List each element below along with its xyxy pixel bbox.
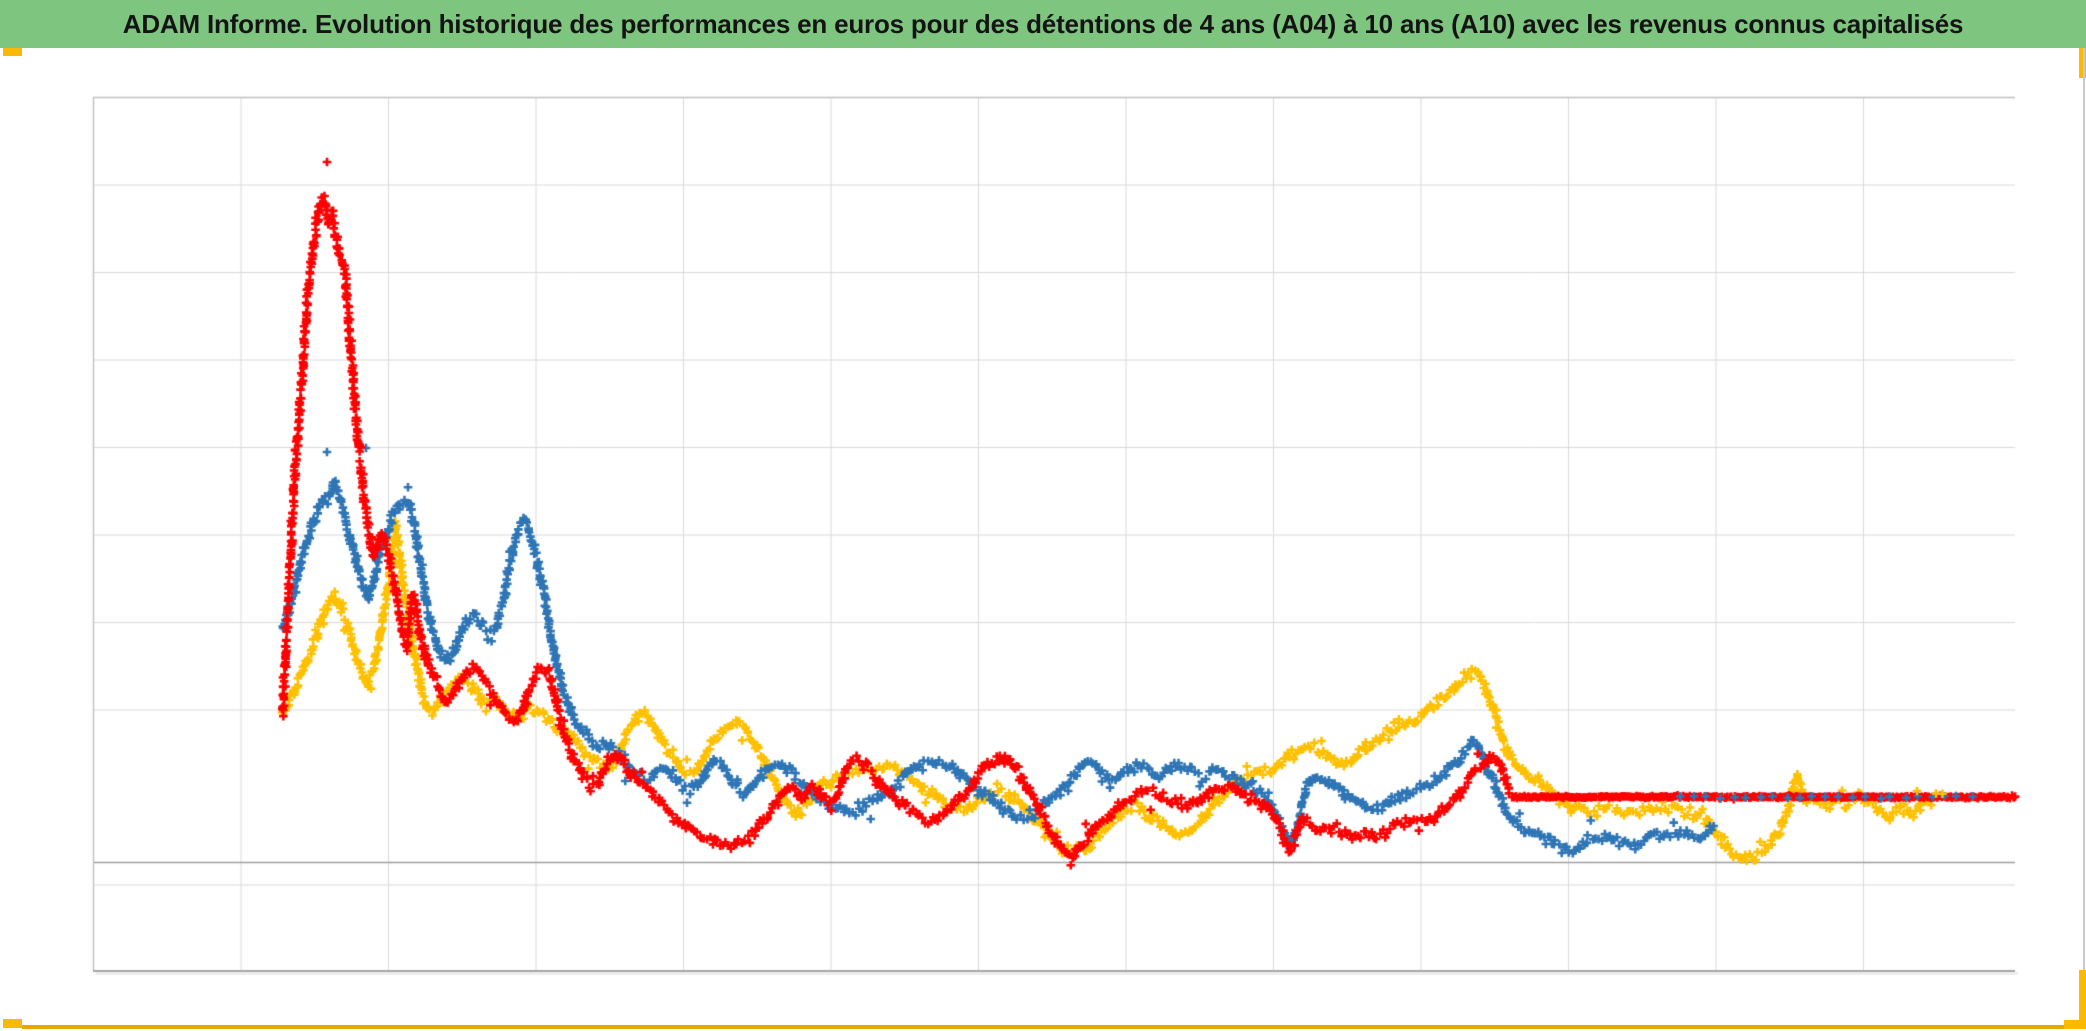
gold-bottom-bar bbox=[22, 1025, 2064, 1029]
gold-accent-bottom-right-foot bbox=[2064, 1020, 2086, 1029]
title-bar: ADAM Informe. Evolution historique des p… bbox=[0, 0, 2086, 48]
gold-accent-bottom-right-vertical bbox=[2079, 970, 2086, 1028]
page-title: ADAM Informe. Evolution historique des p… bbox=[122, 8, 1964, 39]
right-edge-line bbox=[2083, 48, 2085, 1024]
gold-accent-top-right bbox=[2079, 48, 2086, 78]
gold-accent-bottom-left bbox=[3, 1019, 22, 1028]
gold-accent-top-left bbox=[3, 48, 22, 56]
